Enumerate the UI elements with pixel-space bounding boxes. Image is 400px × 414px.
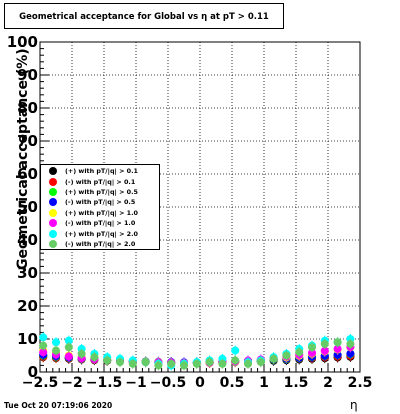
x-tick-label: −2.5 [22, 375, 59, 391]
y-tick-label: 30 [17, 264, 38, 282]
grid [40, 42, 360, 372]
data-point [308, 348, 316, 357]
legend-entry: (-) with pT/|q| > 2.0 [41, 239, 159, 249]
x-tick-label: 1.5 [284, 375, 309, 391]
data-point [231, 346, 240, 355]
legend-entry: (-) with pT/|q| > 0.5 [41, 197, 159, 207]
x-tick-label: 1 [259, 375, 269, 391]
data-point [205, 358, 214, 367]
legend-label: (-) with pT/|q| > 2.0 [65, 239, 136, 248]
legend-marker [49, 239, 57, 248]
x-tick-label: 2 [323, 375, 333, 391]
legend-label: (+) with pT/|q| > 0.1 [65, 167, 138, 176]
data-point [77, 349, 86, 358]
legend-label: (-) with pT/|q| > 0.1 [65, 177, 136, 186]
x-tick-label: −0.5 [150, 375, 187, 391]
data-point [320, 346, 329, 355]
data-point [320, 339, 329, 348]
data-point [256, 358, 265, 367]
legend-marker [49, 187, 57, 196]
legend-label: (-) with pT/|q| > 1.0 [65, 219, 136, 228]
legend: (+) with pT/|q| > 0.1 (-) with pT/|q| > 0… [40, 164, 160, 250]
legend-marker [49, 167, 57, 176]
data-point [180, 361, 188, 370]
legend-entry: (-) with pT/|q| > 1.0 [41, 218, 159, 228]
x-tick-label: −1 [125, 375, 146, 391]
y-tick-label: 0 [28, 363, 38, 381]
data-point [64, 336, 73, 345]
legend-entry: (+) with pT/|q| > 2.0 [41, 228, 159, 238]
legend-label: (+) with pT/|q| > 0.5 [65, 187, 138, 196]
legend-marker [49, 219, 57, 228]
y-tick-label: 20 [17, 297, 38, 315]
timestamp: Tue Oct 20 07:19:06 2020 [4, 401, 113, 410]
y-tick-label: 60 [17, 165, 38, 183]
data-point [64, 343, 73, 352]
y-tick-label: 90 [17, 66, 38, 84]
x-axis-label: η [350, 398, 358, 412]
data-point [282, 351, 291, 360]
data-point [154, 361, 163, 370]
data-point [308, 343, 316, 352]
y-tick-label: 50 [17, 198, 38, 216]
data-point [39, 348, 48, 357]
data-point [218, 359, 227, 368]
legend-entry: (-) with pT/|q| > 0.1 [41, 176, 159, 186]
data-point [269, 354, 278, 363]
data-point [346, 339, 355, 348]
legend-entry: (+) with pT/|q| > 0.5 [41, 187, 159, 197]
legend-label: (+) with pT/|q| > 2.0 [65, 229, 138, 238]
data-series [39, 332, 355, 371]
chart-title: Geometrical acceptance for Global vs η a… [4, 3, 284, 29]
x-tick-label: 2.5 [348, 375, 373, 391]
data-point [333, 344, 342, 353]
y-tick-label: 80 [17, 99, 38, 117]
data-point [103, 356, 112, 365]
data-point [64, 352, 73, 361]
y-tick-label: 70 [17, 132, 38, 150]
axis-ticks: −2.5 −2 −1.5 −1 −0.5 0 0.5 1 1.5 2 2.5 0 10 20 30 40 50 6… [7, 33, 373, 391]
legend-label: (+) with pT/|q| > 1.0 [65, 208, 138, 217]
series-group [39, 337, 355, 371]
legend-entry: (+) with pT/|q| > 1.0 [41, 208, 159, 218]
data-point [333, 338, 342, 347]
data-point [192, 359, 201, 368]
legend-marker [49, 198, 57, 207]
data-point [244, 359, 252, 368]
data-point [116, 358, 124, 367]
data-point [346, 349, 355, 358]
legend-marker [49, 177, 57, 186]
x-tick-label: −2 [61, 375, 82, 391]
data-point [90, 353, 99, 362]
data-point [141, 358, 150, 367]
data-point [39, 333, 48, 342]
y-tick-label: 100 [7, 33, 38, 51]
data-point [39, 341, 48, 350]
x-tick-label: −1.5 [86, 375, 123, 391]
y-axis-label: Geometrical acceptance (%) [15, 48, 31, 270]
legend-marker [49, 208, 57, 217]
y-tick-label: 10 [17, 330, 38, 348]
legend-entry: (+) with pT/|q| > 0.1 [41, 166, 159, 176]
data-point [295, 348, 304, 357]
legend-marker [49, 229, 57, 238]
data-point [128, 359, 137, 368]
x-tick-label: 0 [195, 375, 205, 391]
data-point [52, 346, 60, 355]
legend-label: (-) with pT/|q| > 0.5 [65, 198, 136, 207]
data-point [231, 356, 240, 365]
y-tick-label: 40 [17, 231, 38, 249]
data-point [167, 359, 176, 368]
data-point [52, 338, 60, 347]
x-tick-label: 0.5 [220, 375, 245, 391]
